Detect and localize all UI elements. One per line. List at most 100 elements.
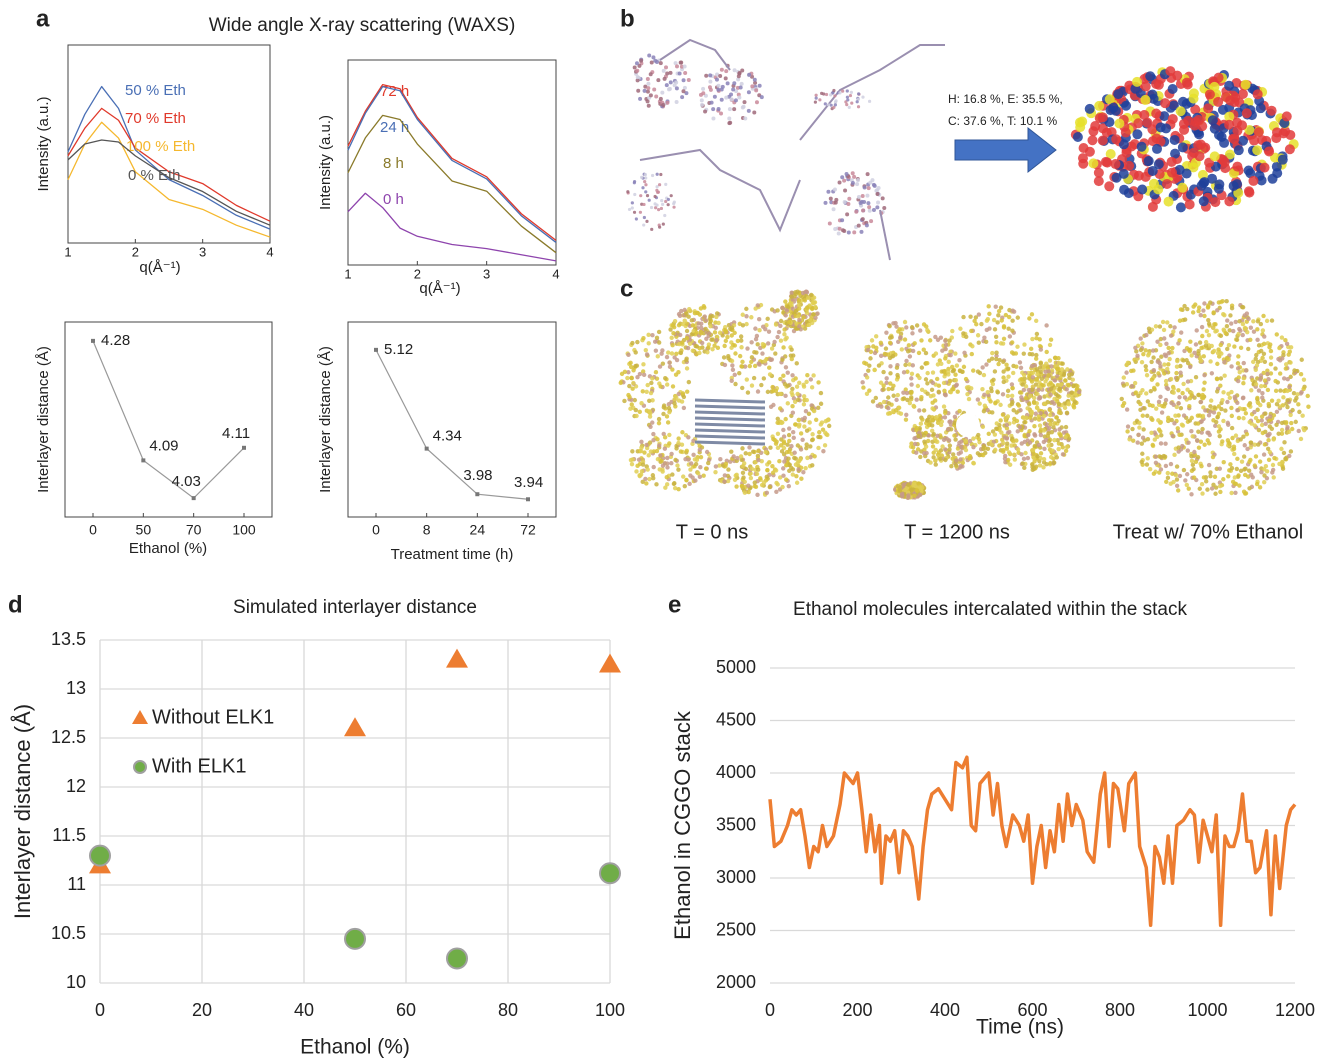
atom bbox=[857, 105, 860, 108]
atom bbox=[1059, 433, 1063, 437]
atom bbox=[746, 484, 750, 488]
atom bbox=[871, 399, 875, 403]
atom bbox=[1199, 359, 1203, 363]
atom bbox=[1001, 341, 1005, 345]
atom bbox=[861, 208, 865, 212]
atom bbox=[1038, 395, 1042, 399]
atom bbox=[1140, 441, 1144, 445]
atom bbox=[649, 72, 653, 76]
atom bbox=[1243, 443, 1247, 447]
atom bbox=[911, 349, 915, 353]
atom bbox=[1229, 321, 1233, 325]
atom bbox=[1225, 347, 1229, 351]
caption: Treat w/ 70% Ethanol bbox=[1113, 521, 1303, 543]
atom bbox=[799, 447, 803, 451]
atom bbox=[1125, 407, 1129, 411]
atom bbox=[802, 424, 806, 428]
atom bbox=[1208, 404, 1212, 408]
atom bbox=[886, 387, 890, 391]
atom bbox=[643, 216, 646, 219]
atom bbox=[768, 372, 772, 376]
atom bbox=[665, 475, 669, 479]
atom bbox=[743, 117, 747, 121]
atom bbox=[1147, 351, 1151, 355]
atom bbox=[774, 481, 778, 485]
x-tick-label: 8 bbox=[423, 522, 431, 538]
atom bbox=[820, 92, 823, 95]
atom bbox=[771, 437, 775, 441]
atom bbox=[928, 460, 932, 464]
atom bbox=[1263, 411, 1267, 415]
atom bbox=[904, 417, 908, 421]
atom bbox=[1048, 380, 1052, 384]
atom bbox=[678, 71, 682, 75]
atom bbox=[1067, 383, 1071, 387]
atom bbox=[749, 360, 753, 364]
y-tick-label: 4500 bbox=[716, 709, 756, 729]
atom bbox=[915, 426, 919, 430]
atom bbox=[1060, 362, 1064, 366]
data-label: 4.11 bbox=[222, 425, 250, 442]
atom bbox=[681, 391, 685, 395]
atom bbox=[1178, 474, 1182, 478]
atom bbox=[1222, 373, 1226, 377]
atom bbox=[1232, 162, 1242, 172]
atom bbox=[1289, 449, 1293, 453]
atom bbox=[870, 338, 874, 342]
atom bbox=[647, 477, 651, 481]
atom bbox=[1229, 134, 1239, 144]
atom bbox=[643, 180, 646, 183]
atom bbox=[1176, 106, 1186, 116]
atom bbox=[808, 420, 812, 424]
atom bbox=[1189, 393, 1193, 397]
atom bbox=[1175, 365, 1179, 369]
atom bbox=[787, 433, 791, 437]
atom bbox=[660, 91, 664, 95]
atom bbox=[942, 389, 946, 393]
atom bbox=[635, 464, 639, 468]
atom bbox=[879, 381, 883, 385]
atom bbox=[637, 457, 641, 461]
atom bbox=[1217, 132, 1227, 142]
atom bbox=[909, 395, 913, 399]
atom bbox=[726, 467, 730, 471]
atom bbox=[1048, 413, 1052, 417]
atom bbox=[1196, 140, 1206, 150]
atom bbox=[1058, 376, 1062, 380]
atom bbox=[631, 206, 634, 209]
atom bbox=[874, 334, 878, 338]
atom bbox=[680, 95, 684, 99]
atom bbox=[865, 375, 869, 379]
atom bbox=[1002, 337, 1006, 341]
atom bbox=[718, 331, 722, 335]
atom bbox=[1282, 111, 1292, 121]
atom bbox=[1196, 413, 1200, 417]
atom bbox=[1020, 377, 1024, 381]
atom bbox=[1040, 377, 1044, 381]
atom bbox=[1176, 401, 1180, 405]
atom bbox=[958, 457, 962, 461]
atom bbox=[1064, 449, 1068, 453]
atom bbox=[1064, 425, 1068, 429]
atom bbox=[931, 370, 935, 374]
atom bbox=[685, 366, 689, 370]
atom bbox=[1247, 420, 1251, 424]
atom bbox=[1169, 333, 1173, 337]
atom bbox=[971, 368, 975, 372]
atom bbox=[1206, 318, 1210, 322]
atom bbox=[667, 433, 671, 437]
x-tick-label: 1 bbox=[344, 266, 351, 281]
atom bbox=[1162, 371, 1166, 375]
atom bbox=[740, 360, 744, 364]
atom bbox=[673, 319, 677, 323]
atom bbox=[1150, 443, 1154, 447]
atom bbox=[684, 358, 688, 362]
atom bbox=[852, 230, 856, 234]
atom bbox=[994, 305, 998, 309]
atom bbox=[801, 315, 805, 319]
atom bbox=[904, 325, 908, 329]
x-tick-label: 400 bbox=[930, 1000, 960, 1020]
point bbox=[475, 492, 479, 496]
line-series bbox=[770, 757, 1295, 925]
atom bbox=[940, 444, 944, 448]
